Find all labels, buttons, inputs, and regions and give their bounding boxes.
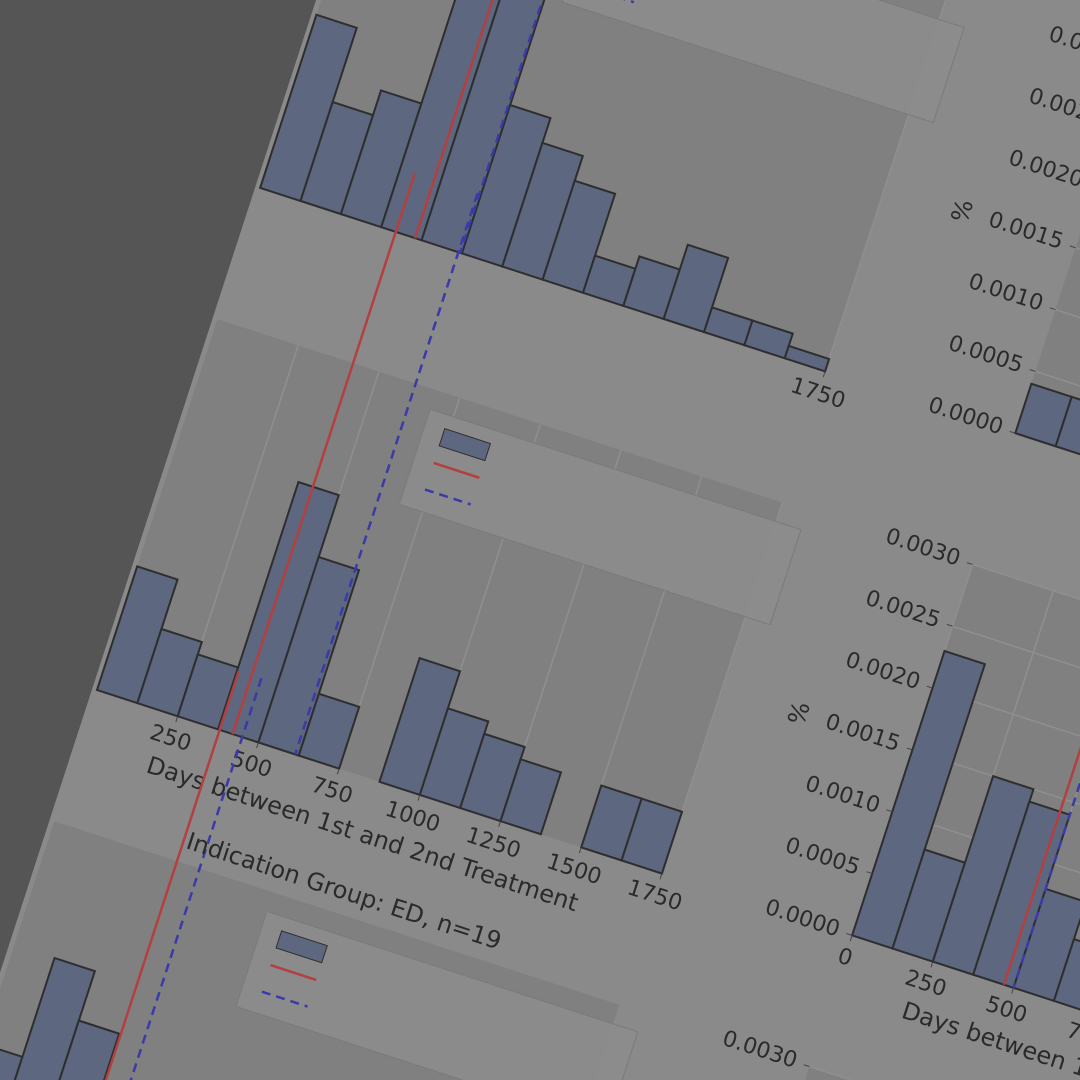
legend-line (270, 963, 317, 982)
bar (541, 179, 617, 294)
y-tick (866, 871, 873, 875)
y-tick (1049, 307, 1056, 311)
x-tick (930, 961, 934, 968)
bar (13, 1019, 121, 1080)
grid-line (932, 687, 1080, 873)
x-tick (417, 794, 421, 801)
y-tick (803, 1064, 810, 1068)
x-tick (1011, 987, 1015, 994)
y-tick (926, 685, 933, 689)
y-tick (966, 562, 973, 565)
x-tick (659, 873, 663, 880)
reference-line (231, 172, 417, 735)
legend-box (561, 0, 965, 124)
y-tick (906, 747, 913, 751)
bar (297, 692, 361, 770)
grid-line (952, 625, 1080, 811)
legend (235, 910, 639, 1080)
y-tick (1009, 430, 1016, 434)
panel: 1750 (258, 0, 965, 414)
y-tick (1029, 369, 1036, 372)
y-tick (1069, 245, 1076, 249)
bar (662, 243, 730, 334)
legend-box (235, 910, 639, 1080)
reference-line (55, 670, 241, 1080)
bar (1054, 395, 1080, 461)
y-tick (886, 809, 893, 813)
legend-line (433, 461, 480, 479)
y-tick (946, 623, 953, 627)
x-tick (578, 847, 582, 854)
x-tick (256, 742, 259, 749)
legend-swatch (438, 428, 492, 462)
bar (1052, 937, 1080, 1016)
bar (257, 555, 361, 757)
legend (561, 0, 965, 124)
legend-swatch (275, 930, 328, 964)
y-tick (846, 933, 853, 936)
reference-line (77, 677, 263, 1080)
bar (620, 797, 684, 875)
bar (499, 758, 563, 836)
x-tick (336, 768, 340, 775)
reference-line (294, 192, 479, 755)
reference-line (413, 0, 599, 239)
bar (0, 1042, 24, 1080)
legend-line (424, 488, 472, 506)
x-tick (175, 716, 179, 723)
legend-line (261, 990, 308, 1008)
x-tick (822, 371, 826, 378)
grid-line (972, 563, 1080, 749)
x-tick (849, 935, 853, 942)
bar (783, 344, 831, 373)
reference-line (1002, 423, 1080, 986)
bar (850, 649, 987, 950)
plot-background (0, 821, 620, 1080)
bar (0, 956, 97, 1080)
legend (398, 408, 802, 626)
legend-box (398, 408, 802, 626)
x-tick (498, 820, 501, 827)
